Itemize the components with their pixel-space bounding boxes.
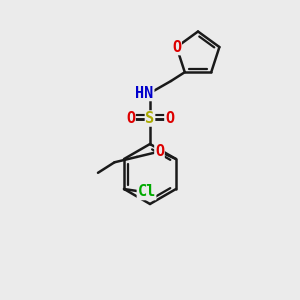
Text: HN: HN [136,85,154,100]
Text: S: S [146,111,154,126]
Text: O: O [172,40,181,55]
Text: O: O [165,111,174,126]
Text: O: O [155,144,164,159]
Text: O: O [126,111,135,126]
Text: Cl: Cl [137,184,156,200]
